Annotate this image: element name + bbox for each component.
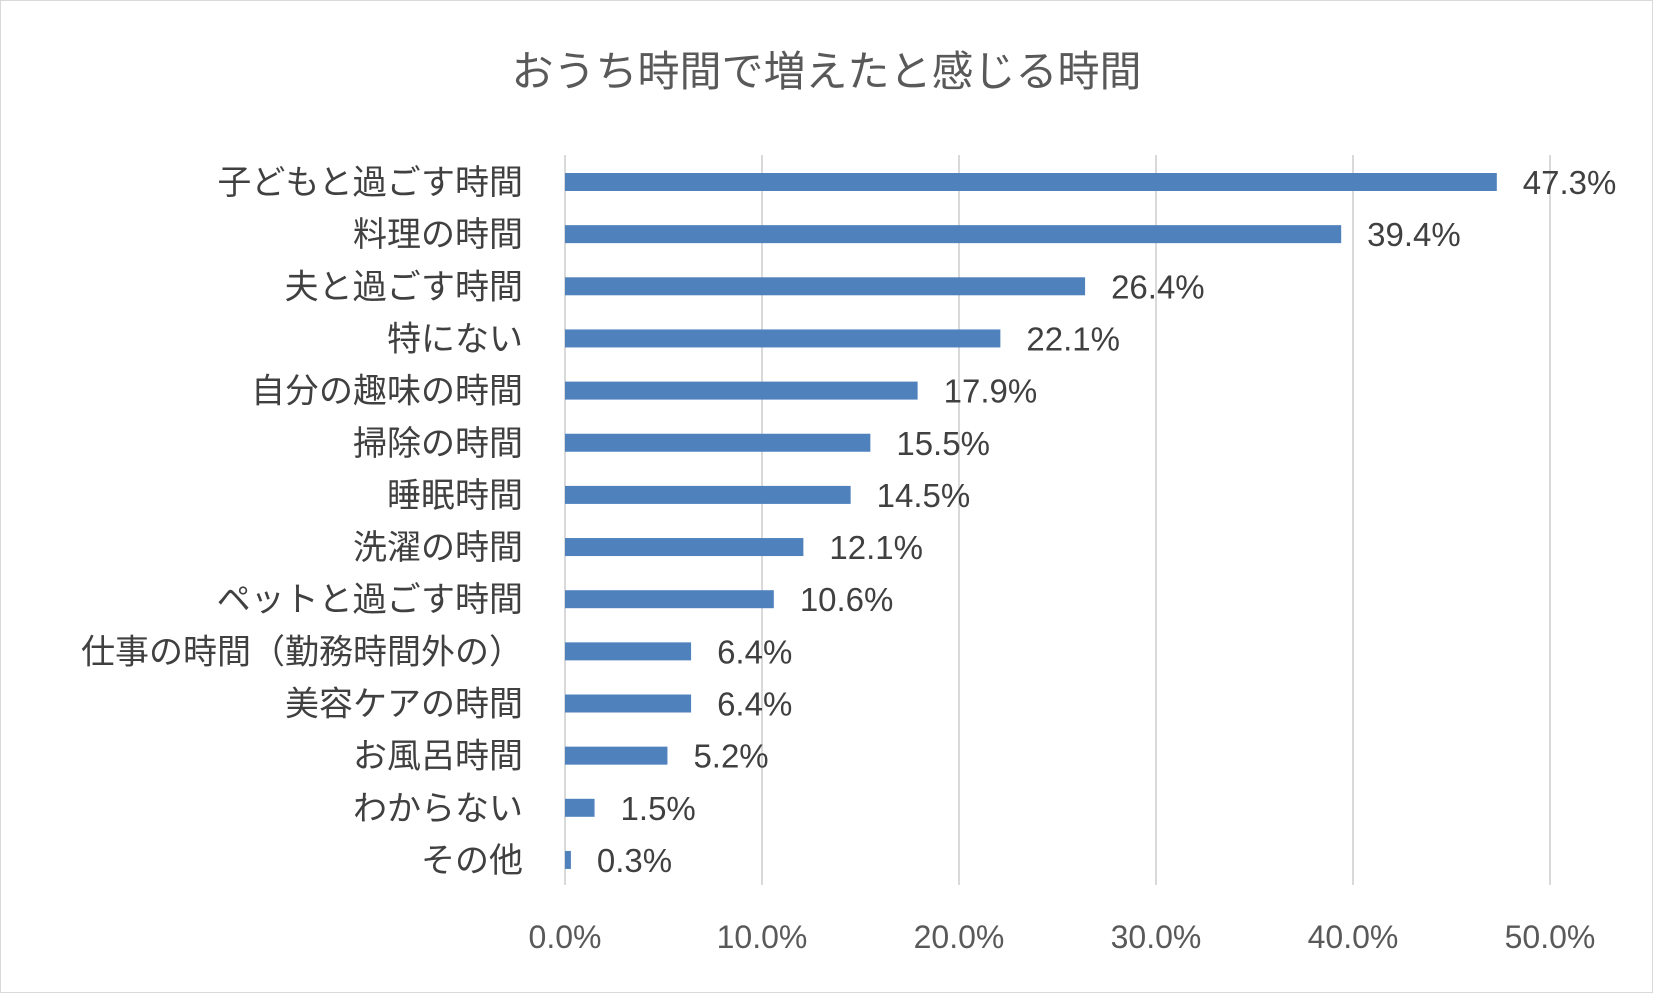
category-label: その他	[421, 841, 523, 881]
category-label: 特にない	[387, 319, 523, 359]
category-label: 洗濯の時間	[353, 528, 523, 568]
category-label: 自分の趣味の時間	[251, 372, 523, 412]
category-label: 睡眠時間	[387, 476, 523, 516]
bar	[565, 225, 1342, 244]
category-label: 美容ケアの時間	[285, 685, 523, 725]
bar	[565, 590, 774, 609]
value-labels: 47.3% 39.4% 26.4% 22.1% 17.9% 15.5% 14.5% 12.1%…	[597, 164, 1616, 879]
category-label: 仕事の時間（勤務時間外の）	[81, 632, 523, 672]
data-label: 39.4%	[1367, 216, 1461, 253]
category-label: 料理の時間	[353, 215, 523, 255]
x-tick-label: 40.0%	[1308, 919, 1399, 955]
gridlines	[564, 155, 1551, 885]
data-label: 6.4%	[717, 633, 792, 670]
x-axis-ticks: 0.0% 10.0% 20.0% 30.0% 40.0% 50.0%	[529, 919, 1596, 955]
bar	[565, 694, 692, 713]
bar	[565, 798, 595, 817]
bar	[565, 538, 804, 557]
category-label: ペットと過ごす時間	[217, 580, 523, 620]
category-label: 掃除の時間	[353, 424, 523, 464]
data-label: 5.2%	[693, 738, 768, 775]
chart-title: おうち時間で増えたと感じる時間	[511, 47, 1142, 96]
bar	[565, 433, 871, 452]
category-labels: 子どもと過ごす時間料理の時間夫と過ごす時間特にない自分の趣味の時間掃除の時間睡眠…	[81, 163, 523, 881]
category-label: 夫と過ごす時間	[285, 267, 523, 307]
data-label: 14.5%	[877, 477, 971, 514]
data-label: 22.1%	[1026, 320, 1120, 357]
bar	[565, 485, 851, 504]
bars	[565, 173, 1497, 869]
category-label: 子どもと過ごす時間	[217, 163, 523, 203]
bar	[565, 329, 1001, 348]
bar	[565, 850, 571, 869]
data-label: 1.5%	[621, 790, 696, 827]
x-tick-label: 20.0%	[914, 919, 1005, 955]
data-label: 10.6%	[800, 581, 894, 618]
category-label: お風呂時間	[353, 737, 523, 777]
bar	[565, 642, 692, 661]
bar	[565, 277, 1086, 296]
x-tick-label: 0.0%	[529, 919, 602, 955]
data-label: 26.4%	[1111, 268, 1205, 305]
bar	[565, 381, 918, 400]
data-label: 47.3%	[1523, 164, 1617, 201]
data-label: 0.3%	[597, 842, 672, 879]
bar	[565, 173, 1497, 191]
category-label: わからない	[353, 789, 523, 829]
x-tick-label: 50.0%	[1505, 919, 1596, 955]
x-tick-label: 10.0%	[717, 919, 808, 955]
data-label: 17.9%	[944, 373, 1038, 410]
x-tick-label: 30.0%	[1111, 919, 1202, 955]
data-label: 15.5%	[896, 425, 990, 462]
bar	[565, 746, 668, 765]
data-label: 12.1%	[829, 529, 923, 566]
data-label: 6.4%	[717, 686, 792, 723]
